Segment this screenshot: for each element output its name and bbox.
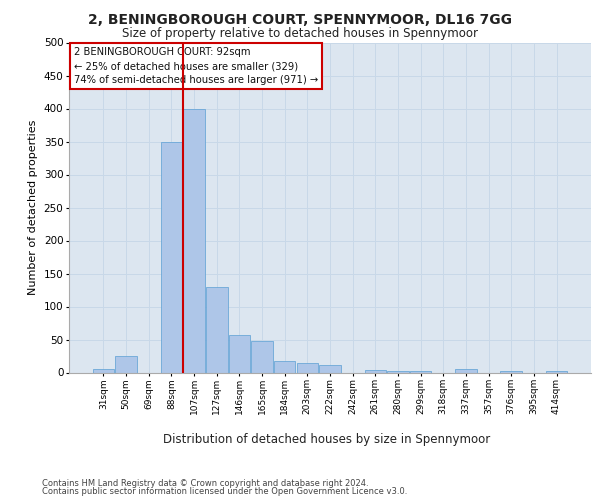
Text: 2, BENINGBOROUGH COURT, SPENNYMOOR, DL16 7GG: 2, BENINGBOROUGH COURT, SPENNYMOOR, DL16…: [88, 12, 512, 26]
Y-axis label: Number of detached properties: Number of detached properties: [28, 120, 38, 295]
Text: Distribution of detached houses by size in Spennymoor: Distribution of detached houses by size …: [163, 432, 491, 446]
Text: Size of property relative to detached houses in Spennymoor: Size of property relative to detached ho…: [122, 28, 478, 40]
Text: Contains HM Land Registry data © Crown copyright and database right 2024.: Contains HM Land Registry data © Crown c…: [42, 478, 368, 488]
Bar: [115, 356, 137, 372]
Bar: [93, 369, 114, 372]
Bar: [274, 360, 295, 372]
Bar: [229, 335, 250, 372]
Bar: [500, 371, 522, 372]
Bar: [251, 342, 273, 372]
Bar: [296, 362, 318, 372]
Bar: [387, 370, 409, 372]
Bar: [161, 142, 182, 372]
Bar: [184, 108, 205, 372]
Bar: [410, 371, 431, 372]
Bar: [319, 364, 341, 372]
Bar: [206, 286, 227, 372]
Text: Contains public sector information licensed under the Open Government Licence v3: Contains public sector information licen…: [42, 487, 407, 496]
Bar: [546, 371, 567, 372]
Bar: [365, 370, 386, 372]
Bar: [455, 369, 476, 372]
Text: 2 BENINGBOROUGH COURT: 92sqm
← 25% of detached houses are smaller (329)
74% of s: 2 BENINGBOROUGH COURT: 92sqm ← 25% of de…: [74, 48, 319, 86]
